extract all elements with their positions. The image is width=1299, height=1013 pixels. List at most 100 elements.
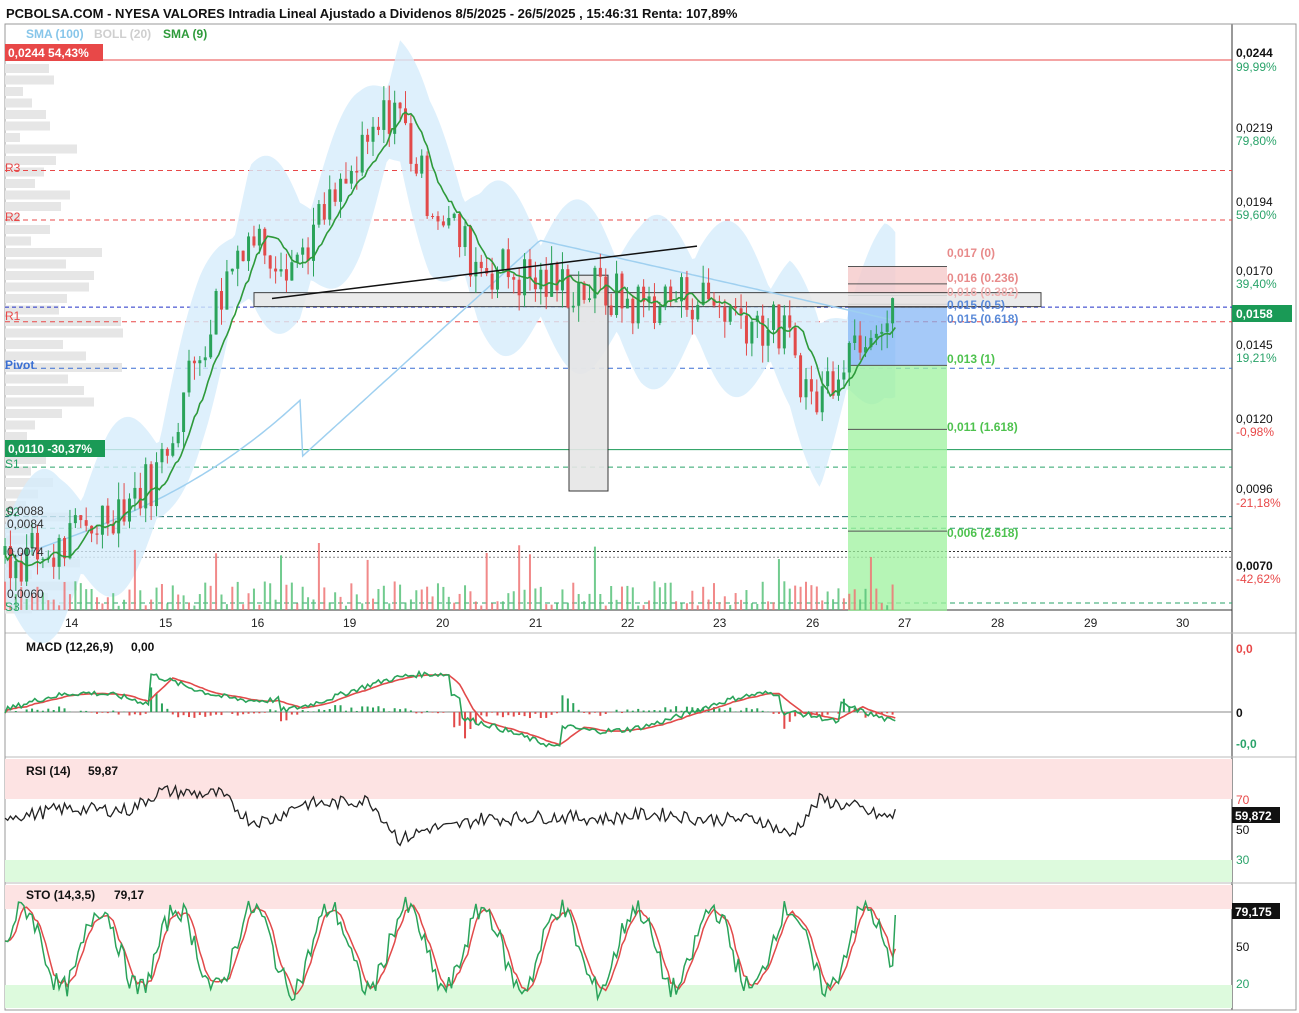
pct-tick: 79,80% [1236,134,1277,148]
legend-boll: BOLL (20) [94,27,151,41]
macd-histogram-bar [252,712,255,714]
price-chart [3,40,1042,644]
candle-body [707,282,711,300]
candle-body [474,261,478,277]
rsi-axis-tick: 30 [1236,853,1250,867]
rsi-label: RSI (14) [26,764,71,778]
pct-tick: 59,60% [1236,208,1277,222]
volume-bar [426,586,429,610]
macd-histogram-bar [620,712,623,714]
macd-axis-tick: 0 [1236,706,1243,720]
volume-bar [583,601,586,610]
volume-profile-bar [5,213,20,223]
volume-profile-bar [5,236,31,246]
candle-body [799,355,803,398]
volume-bar [20,587,23,610]
candle-body [19,561,23,582]
candle-body [772,304,776,330]
macd-histogram-bar [334,705,337,712]
rsi-panel [4,759,1232,882]
price-tick: 0,0070 [1236,559,1273,573]
volume-bar [263,581,266,610]
volume-bar [512,591,515,610]
candle-body [355,171,359,173]
rsi-current-badge [1232,807,1280,823]
volume-bar [572,582,575,610]
candle-body [214,290,218,335]
candle-body [84,520,88,526]
candle-body [284,269,288,281]
volume-profile-bar [5,374,68,384]
max-price-label: 0,0244 54,43% [8,46,89,60]
fib-label: 0,016 (0.236) [947,271,1018,285]
volume-bar [177,594,180,610]
candle-body [252,236,256,246]
volume-bar [685,603,688,610]
candle-body [831,371,835,396]
volume-bar [285,584,288,610]
bollinger-band [5,40,896,644]
level-s3: S3 [5,600,20,614]
candle-body [349,171,353,184]
volume-bar [382,585,385,610]
candle-body [777,304,781,349]
volume-profile-bar [5,202,61,211]
sma9-line [4,111,896,567]
pct-tick: 19,21% [1236,351,1277,365]
volume-profile-bar [5,98,32,108]
candle-body [658,306,662,324]
volume-profile-bar [5,190,70,200]
macd-histogram-bar [426,710,429,712]
volume-bar [480,605,483,610]
macd-histogram-bar [155,693,158,712]
candle-body [149,464,153,507]
min-price-badge [5,440,105,457]
volume-bar [653,581,656,610]
volume-bar [577,594,580,610]
macd-histogram-bar [58,706,61,712]
volume-bar [539,586,542,610]
volume-bar [150,599,153,610]
macd-histogram-bar [144,712,147,714]
price-tick: 0,0219 [1236,121,1273,135]
candle-body [393,102,397,134]
volume-bar [815,586,818,610]
macd-histogram-bar [637,708,640,712]
volume-bar [723,596,726,610]
macd-histogram-bar [296,712,299,715]
candle-body [885,323,889,332]
candle-body [317,204,321,225]
candle-body [122,499,126,522]
candle-body [41,558,45,560]
macd-histogram-bar [312,711,315,712]
macd-histogram-bar [344,710,347,712]
volume-bar [74,581,77,610]
macd-histogram-bar [420,712,423,714]
level-r1: R1 [5,309,21,323]
candle-body [371,126,375,142]
candle-body [187,360,191,393]
date-tick: 26 [806,616,820,630]
volume-bar [610,586,613,610]
candle-body [117,499,121,534]
pct-tick: -0,98% [1236,425,1274,439]
volume-bar [399,584,402,610]
sto-current-label: 79,175 [1235,905,1272,919]
candle-body [566,269,570,308]
macd-histogram-bar [204,712,207,717]
candle-body [339,178,343,202]
volume-bar [372,598,375,610]
macd-histogram-bar [350,707,353,712]
macd-histogram-bar [171,712,174,715]
sto-current-badge [1232,903,1280,919]
sto-axis-tick: 20 [1236,977,1250,991]
volume-profile-bar [5,248,102,257]
candle-body [853,335,857,343]
sto-k-line [4,896,897,1002]
volume-profile-bar [5,363,122,372]
macd-histogram-bar [63,708,66,712]
candle-body [376,126,380,130]
macd-histogram-bar [79,710,82,712]
fib-label: 0,006 (2.618) [947,526,1018,540]
volume-bar [664,582,667,610]
